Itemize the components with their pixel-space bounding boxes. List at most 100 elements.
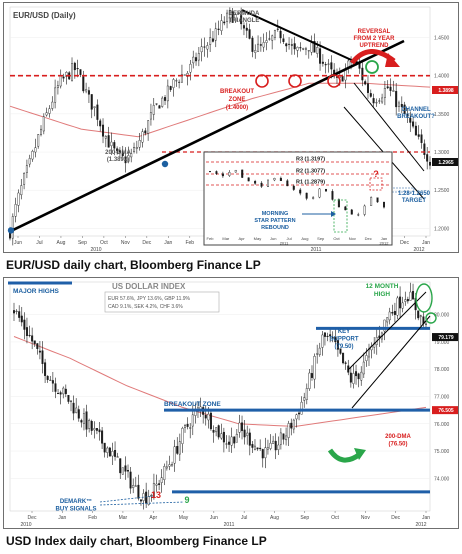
- usdx-rebound-arrow: [327, 448, 362, 463]
- eurusd-candle-body: [423, 143, 426, 155]
- eurusd-candle-body: [200, 46, 203, 53]
- usdx-candle-body: [20, 315, 23, 323]
- usdx-candle-body: [132, 485, 135, 489]
- usdx-candle-body: [248, 432, 251, 446]
- usdx-candle-body: [171, 464, 174, 467]
- eurusd-candle-body: [135, 147, 138, 149]
- eurusd-inset-candle-body: [350, 209, 353, 215]
- usdx-candle-body: [230, 436, 233, 446]
- usdx-candle-body: [90, 420, 93, 431]
- usdx-weights-line-1: CAD 9.1%, SEK 4.2%, CHF 3.6%: [108, 304, 183, 310]
- usdx-channel-lower: [351, 315, 431, 409]
- eurusd-candle-body: [223, 21, 226, 24]
- usdx-candle-body: [360, 371, 363, 381]
- usdx-candle-body: [305, 388, 308, 400]
- eurusd-candle-body: [42, 116, 45, 132]
- usdx-candle-body: [401, 302, 404, 309]
- eurusd-candle-body: [262, 42, 265, 48]
- usdx-x-tick-label: Nov: [361, 515, 370, 521]
- usdx-candle-body: [98, 429, 101, 433]
- eurusd-candle-body: [237, 13, 240, 15]
- eurusd-inset-candle-body: [370, 197, 373, 206]
- eurusd-candle-body: [45, 112, 48, 116]
- usdx-candle-body: [290, 422, 293, 429]
- usdx-candle-body: [287, 423, 290, 438]
- usdx-price-tag: 76.505: [438, 408, 454, 414]
- eurusd-200dma-line: [9, 82, 431, 138]
- eurusd-x-tick-label: Nov: [121, 240, 130, 246]
- eurusd-candle-body: [282, 38, 285, 42]
- eurusd-inset-chart: R3 (1.3197) R2 (1.3077) R1 (1.2879) MORNING…: [203, 151, 393, 246]
- eurusd-candle-body: [85, 89, 88, 92]
- eurusd-candle-body: [25, 165, 28, 173]
- usdx-candle-body: [46, 375, 49, 380]
- usdx-candle-body: [246, 432, 249, 436]
- eurusd-candle-body: [296, 46, 299, 51]
- usdx-candle-body: [269, 442, 272, 449]
- eurusd-candle-body: [257, 43, 260, 52]
- eurusd-inset-frame: [203, 151, 393, 246]
- eurusd-inset-candle-body: [267, 179, 270, 188]
- eurusd-inset-x-tick-label: Jan: [381, 236, 387, 241]
- eurusd-reversal-arrowhead: [385, 53, 400, 67]
- usdx-candle-body: [298, 412, 301, 415]
- usdx-candle-body: [160, 477, 163, 483]
- eurusd-candle-body: [96, 104, 99, 120]
- eurusd-inset-candle-body: [254, 181, 257, 184]
- usdx-candle-body: [121, 467, 124, 475]
- usdx-x-tick-label: Oct: [331, 515, 339, 521]
- usdx-candle-body: [282, 433, 285, 440]
- eurusd-candle-body: [231, 11, 234, 23]
- eurusd-chart-caption: EUR/USD daily chart, Bloomberg Finance L…: [6, 258, 261, 272]
- eurusd-inset-candle-body: [234, 169, 237, 173]
- usdx-candle-body: [80, 420, 83, 423]
- usdx-candle-body: [362, 361, 365, 375]
- eurusd-inset-candle-body: [247, 177, 250, 182]
- usdx-candle-body: [225, 443, 228, 445]
- usdx-candle-body: [365, 355, 368, 361]
- eurusd-inset-candle-body: [286, 180, 289, 187]
- eurusd-inset-morning-star-box: [333, 199, 348, 233]
- usdx-candle-body: [331, 337, 334, 339]
- eurusd-candle-body: [226, 12, 229, 22]
- eurusd-candle-body: [403, 104, 406, 115]
- eurusd-candle-body: [383, 88, 386, 98]
- usdx-candle-body: [222, 431, 225, 443]
- eurusd-candle-body: [417, 134, 420, 137]
- eurusd-candle-body: [23, 173, 26, 185]
- eurusd-candle-body: [14, 204, 17, 217]
- usdx-price-tag: 79.179: [438, 335, 454, 341]
- eurusd-candle-body: [429, 161, 432, 166]
- eurusd-inset-level-label: R2 (1.3077): [296, 169, 325, 175]
- eurusd-inset-morning-star-label-line-1: STAR PATTERN: [254, 218, 295, 224]
- eurusd-inset-x-tick-label: Feb: [207, 236, 215, 241]
- eurusd-inset-candle-body: [376, 197, 379, 203]
- usdx-y-tick-label: 74.000: [434, 476, 450, 482]
- eurusd-x-tick-label: Jan: [422, 240, 430, 246]
- eurusd-candle-body: [87, 90, 90, 95]
- usdx-candle-body: [253, 445, 256, 450]
- usdx-candle-body: [23, 319, 26, 330]
- eurusd-reversal-circle: [365, 60, 379, 74]
- eurusd-inset-x-tick-label: Jun: [270, 236, 276, 241]
- usdx-candle-body: [44, 362, 47, 376]
- usdx-candle-body: [357, 373, 360, 380]
- usdx-candle-body: [399, 296, 402, 309]
- usdx-candle-body: [228, 441, 231, 445]
- usdx-200dma-line: [13, 336, 427, 428]
- eurusd-candle-body: [279, 30, 282, 39]
- eurusd-chart-svg: 1.4500 1.4000 1.3500 1.3000 1.2500 1.2000 Jun J…: [7, 6, 458, 253]
- eurusd-candle-body: [149, 112, 152, 120]
- usdx-price-tag-bg: [432, 406, 458, 415]
- eurusd-candle-body: [364, 81, 367, 85]
- usdx-candle-body: [82, 413, 85, 424]
- eurusd-inset-candle-body: [344, 206, 347, 211]
- eurusd-candle-body: [319, 48, 322, 64]
- usdx-twelve-month-high-label-line-1: HIGH: [374, 291, 391, 298]
- eurusd-candle-body: [197, 53, 200, 61]
- eurusd-inset-candle-body: [228, 172, 231, 176]
- eurusd-candle-body: [378, 100, 381, 102]
- usdx-candle-body: [339, 348, 342, 354]
- usdx-weights-box: [104, 291, 220, 313]
- eurusd-x-year-label: 2010: [90, 247, 101, 253]
